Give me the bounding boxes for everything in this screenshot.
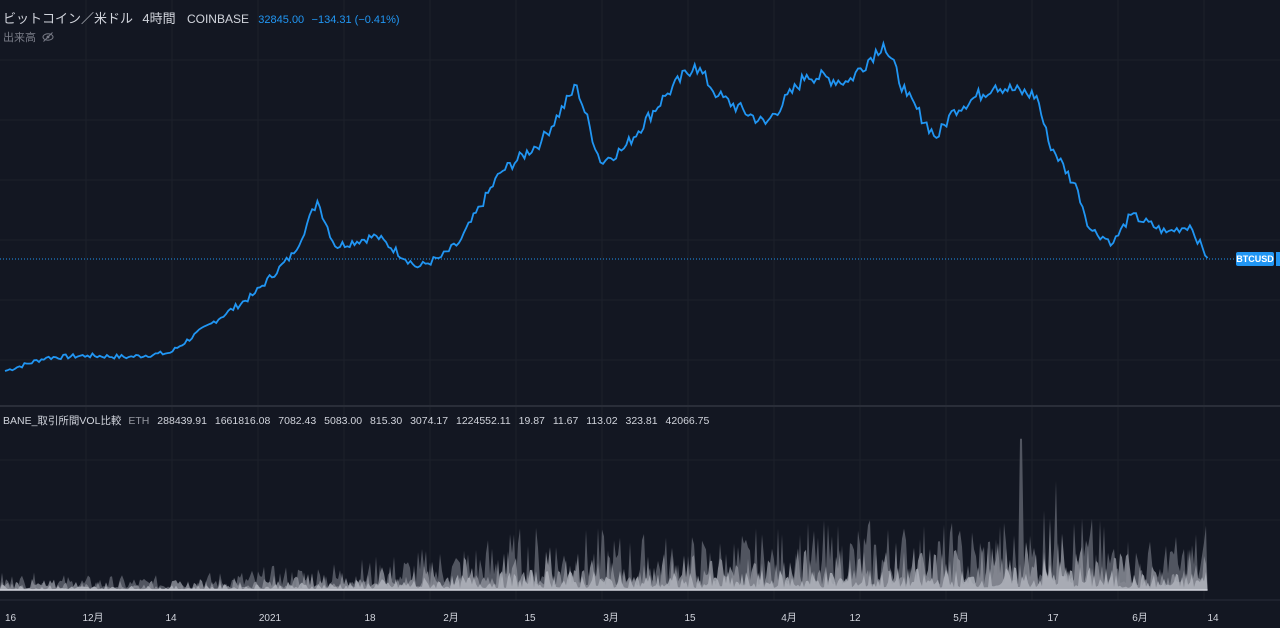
volume-area-layer <box>0 438 1208 591</box>
x-tick-label: 12月 <box>82 612 103 624</box>
grid-lines <box>0 0 1280 600</box>
x-tick-label: 17 <box>1047 613 1059 624</box>
indicator-value: 288439.91 <box>157 415 207 427</box>
x-tick-label: 14 <box>165 613 177 624</box>
x-tick-label: 15 <box>524 613 536 624</box>
price-axis-label: BTCUSD <box>1236 252 1274 266</box>
x-axis: 16 12月 14 2021 18 2月 15 3月 15 4月 12 5月 17 6月 14 <box>0 599 1280 628</box>
indicator-name[interactable]: BANE_取引所間VOL比較 <box>3 415 122 427</box>
indicator-value: 7082.43 <box>278 415 317 427</box>
indicator-value: 323.81 <box>625 415 658 427</box>
indicator-value: 19.87 <box>518 415 545 427</box>
x-tick-label: 18 <box>364 613 376 624</box>
x-tick-label: 5月 <box>953 612 969 624</box>
indicator-value: 1661816.08 <box>214 415 271 427</box>
volume-area-front <box>0 558 1208 590</box>
symbol-legend: ビットコイン／米ドル 4時間 COINBASE 32845.00 −134.31… <box>3 8 400 27</box>
indicator-value: 5083.00 <box>324 415 363 427</box>
x-axis-background <box>0 600 1280 628</box>
last-price: 32845.00 <box>258 14 305 26</box>
x-tick-label: 12 <box>849 613 861 624</box>
price-axis-label-edge <box>1276 252 1280 266</box>
x-tick-label: 3月 <box>603 612 619 624</box>
exchange-label: COINBASE <box>186 12 249 26</box>
indicator-value: 11.67 <box>552 415 579 427</box>
price-change: −134.31 (−0.41%) <box>311 14 400 26</box>
x-tick-label: 16 <box>5 613 17 624</box>
volume-area-back <box>0 438 1208 590</box>
x-tick-label: 2021 <box>259 613 282 624</box>
symbol-name[interactable]: ビットコイン／米ドル <box>3 11 134 26</box>
x-tick-label: 6月 <box>1132 612 1148 624</box>
x-tick-label: 4月 <box>781 612 797 624</box>
x-tick-label: 15 <box>684 613 696 624</box>
volume-legend: 出来高 <box>3 29 54 45</box>
indicator-legend: BANE_取引所間VOL比較 ETH 288439.91 1661816.08 … <box>3 413 709 428</box>
x-tick-label: 14 <box>1207 613 1219 624</box>
interval-label[interactable]: 4時間 <box>142 11 176 26</box>
indicator-suffix: ETH <box>128 415 150 427</box>
indicator-value: 42066.75 <box>665 415 710 427</box>
eye-slash-icon[interactable] <box>42 31 54 43</box>
indicator-value: 3074.17 <box>410 415 449 427</box>
volume-label: 出来高 <box>3 32 36 44</box>
x-tick-label: 2月 <box>443 612 459 624</box>
indicator-value: 815.30 <box>370 415 403 427</box>
indicator-value: 1224552.11 <box>455 415 511 427</box>
btcusd-price-line <box>4 40 1209 372</box>
indicator-value: 113.02 <box>586 415 618 427</box>
